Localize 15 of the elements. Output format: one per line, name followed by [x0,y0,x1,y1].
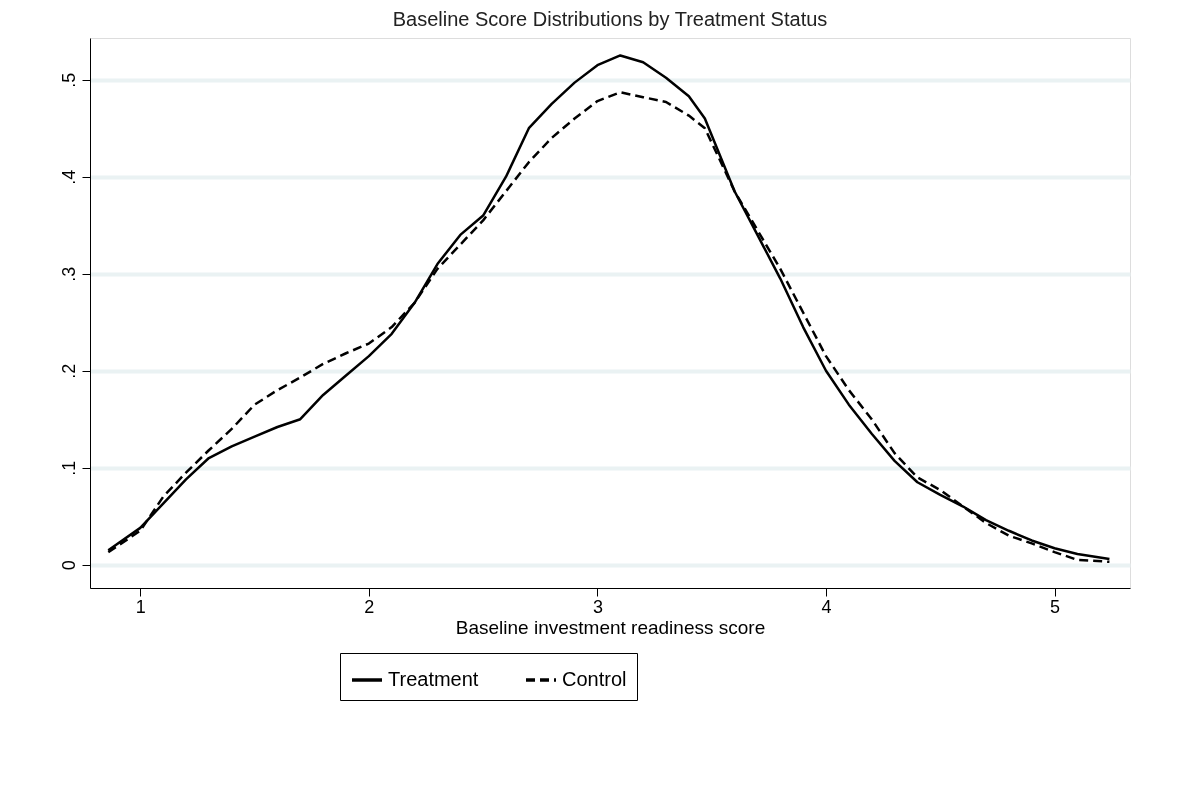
y-tick-label: 0 [58,560,79,571]
y-tick-label: .4 [58,169,79,185]
x-tick-label: 5 [1050,596,1061,617]
legend-label: Control [562,668,627,690]
y-tick-label: .2 [58,363,79,379]
x-tick-label: 1 [135,596,146,617]
x-tick-label: 3 [592,596,603,617]
y-tick-label: .1 [58,460,79,476]
x-axis-title: Baseline investment readiness score [455,616,766,638]
x-tick-label: 4 [821,596,832,617]
y-tick-label: .3 [58,266,79,282]
chart-title: Baseline Score Distributions by Treatment Status [392,8,828,30]
x-tick-label: 2 [364,596,375,617]
legend-label: Treatment [388,668,479,690]
y-tick-label: .5 [58,72,79,88]
